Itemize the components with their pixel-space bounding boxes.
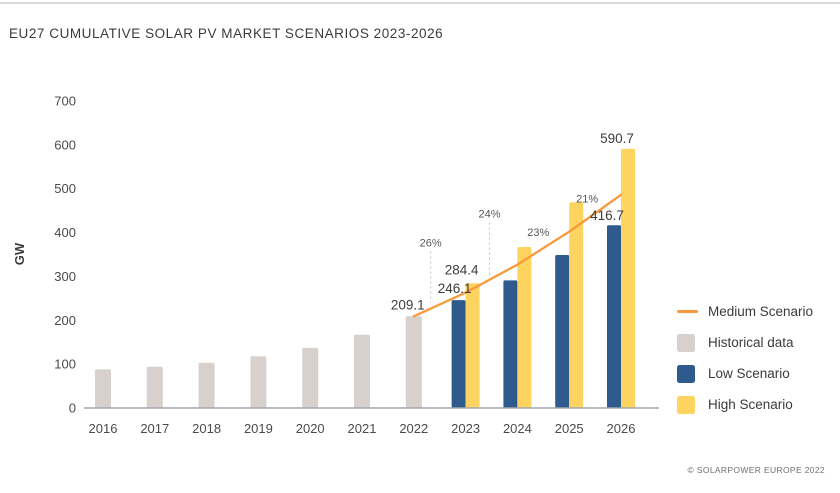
top-divider [0, 2, 840, 4]
bar-2018-historical-data [198, 362, 215, 408]
legend-label: High Scenario [708, 397, 793, 412]
x-axis-label: 2016 [89, 421, 118, 436]
x-axis-label: 2024 [503, 421, 532, 436]
legend-label: Low Scenario [708, 366, 790, 381]
bar-2023-high-scenario [465, 283, 480, 408]
growth-label: 26% [420, 237, 442, 249]
legend-label: Medium Scenario [708, 304, 814, 319]
bar-2025-high-scenario [569, 202, 584, 408]
x-axis-label: 2020 [296, 421, 325, 436]
bar-2019-historical-data [250, 356, 267, 408]
x-axis-label: 2017 [140, 421, 169, 436]
y-axis-title: GW [12, 242, 27, 265]
bar-2022-historical-data [405, 316, 422, 408]
chart-title: EU27 CUMULATIVE SOLAR PV MARKET SCENARIO… [9, 26, 444, 41]
value-label: 284.4 [445, 262, 479, 277]
y-axis-tick-label: 200 [54, 313, 76, 328]
bar-2026-low-scenario [607, 225, 621, 408]
bar-2016-historical-data [95, 369, 111, 408]
y-axis-tick-label: 400 [54, 225, 76, 240]
legend-label: Historical data [708, 335, 794, 350]
legend-item-medium-scenario: Medium Scenario [677, 296, 813, 327]
x-axis-label: 2026 [607, 421, 636, 436]
legend-item-high-scenario: High Scenario [677, 389, 813, 420]
x-axis-label: 2021 [348, 421, 377, 436]
y-axis-tick-label: 0 [69, 401, 76, 416]
growth-label: 21% [576, 193, 598, 205]
y-axis-tick-label: 300 [54, 269, 76, 284]
x-axis-label: 2025 [555, 421, 584, 436]
bar-2021-historical-data [354, 334, 370, 408]
bar-2017-historical-data [146, 366, 163, 408]
bar-2023-low-scenario [451, 300, 466, 408]
value-label: 416.7 [590, 208, 624, 223]
bar-2024-high-scenario [517, 247, 532, 408]
value-label: 246.1 [438, 281, 472, 296]
copyright-notice: © SOLARPOWER EUROPE 2022 [687, 465, 825, 475]
high-scenario-swatch [677, 395, 695, 414]
growth-label: 24% [478, 209, 500, 221]
low-scenario-swatch [677, 364, 695, 383]
historical-data-swatch [677, 333, 695, 352]
medium-scenario-line-swatch [677, 310, 698, 313]
legend-item-low-scenario: Low Scenario [677, 358, 813, 389]
x-axis-label: 2019 [244, 421, 273, 436]
bar-2025-low-scenario [555, 254, 570, 408]
growth-label: 23% [527, 227, 549, 239]
chart-legend: Medium Scenario Historical data Low Scen… [677, 296, 813, 420]
y-axis-tick-label: 600 [54, 137, 76, 152]
bar-2024-low-scenario [503, 280, 518, 408]
y-axis-tick-label: 100 [54, 357, 76, 372]
value-label: 209.1 [391, 297, 425, 312]
value-label: 590.7 [600, 131, 634, 146]
x-axis-label: 2018 [192, 421, 221, 436]
legend-item-historical-data: Historical data [677, 327, 813, 358]
y-axis-tick-label: 700 [54, 94, 76, 109]
y-axis-tick-label: 500 [54, 181, 76, 196]
medium-scenario-line [412, 193, 623, 318]
bar-2026-high-scenario [621, 148, 635, 408]
x-axis-label: 2022 [399, 421, 428, 436]
x-axis-label: 2023 [451, 421, 480, 436]
bar-2020-historical-data [302, 347, 319, 408]
